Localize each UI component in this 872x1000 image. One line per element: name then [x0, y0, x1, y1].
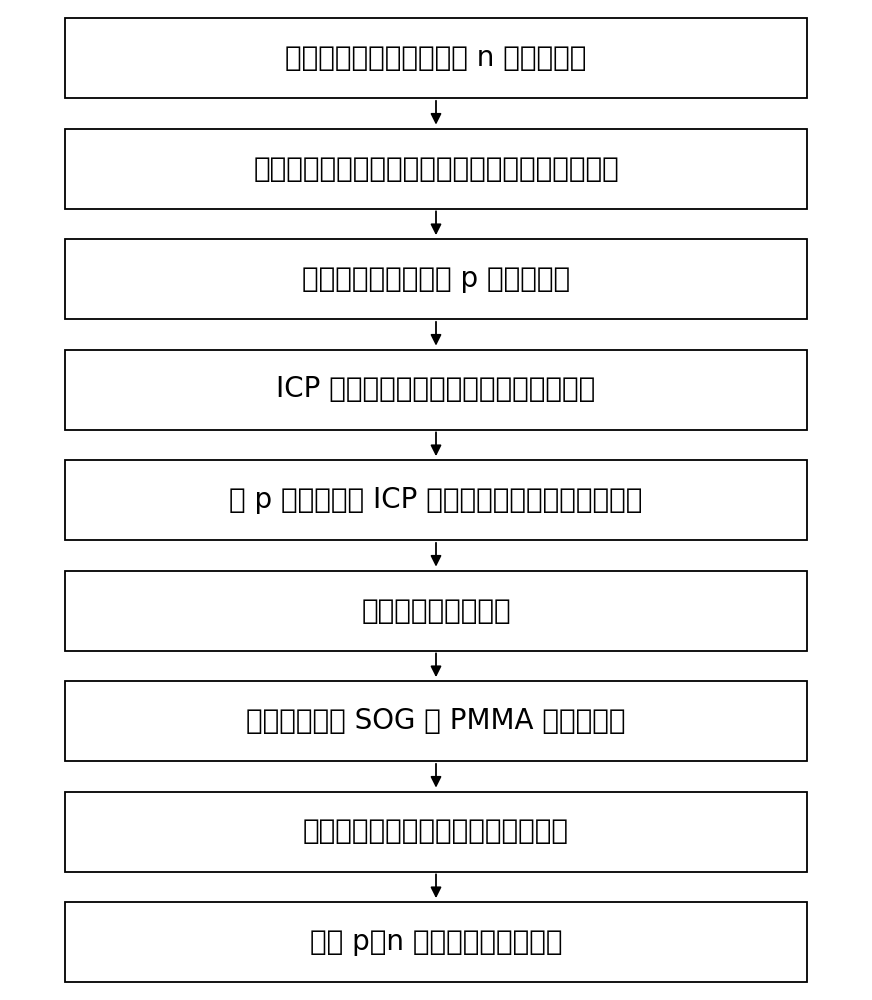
Text: 外延蓝、黄光活性发光层和遂道结构成复合发光区: 外延蓝、黄光活性发光层和遂道结构成复合发光区: [253, 154, 619, 182]
Bar: [65, 128, 807, 209]
Bar: [65, 350, 807, 430]
Bar: [65, 239, 807, 319]
Bar: [65, 460, 807, 540]
Bar: [65, 902, 807, 982]
Bar: [65, 570, 807, 650]
Text: 蓝宝石衬底生长缓冲层和 n 型半导体层: 蓝宝石衬底生长缓冲层和 n 型半导体层: [285, 44, 587, 72]
Bar: [65, 18, 807, 98]
Bar: [65, 792, 807, 871]
Text: 对 p 型半导体层 ICP 刻蚀形成纳米柱或纳米孔阵列: 对 p 型半导体层 ICP 刻蚀形成纳米柱或纳米孔阵列: [229, 486, 643, 514]
Text: 反刻蚀绝缘填充层，沉积透明导电层: 反刻蚀绝缘填充层，沉积透明导电层: [303, 818, 569, 846]
Text: 旋涂绝缘介质 SOG 或 PMMA 对侧壁钝化: 旋涂绝缘介质 SOG 或 PMMA 对侧壁钝化: [246, 707, 626, 735]
Text: ICP 向下刻蚀基片，在芯片一侧形成台面: ICP 向下刻蚀基片，在芯片一侧形成台面: [276, 375, 596, 403]
Text: 沉积 p、n 电极，完成器件制备: 沉积 p、n 电极，完成器件制备: [310, 928, 562, 956]
Bar: [65, 681, 807, 761]
Text: 沉积薄层金属并退火: 沉积薄层金属并退火: [361, 596, 511, 624]
Text: 在黄光发光区上生长 p 型半导体层: 在黄光发光区上生长 p 型半导体层: [302, 265, 570, 293]
